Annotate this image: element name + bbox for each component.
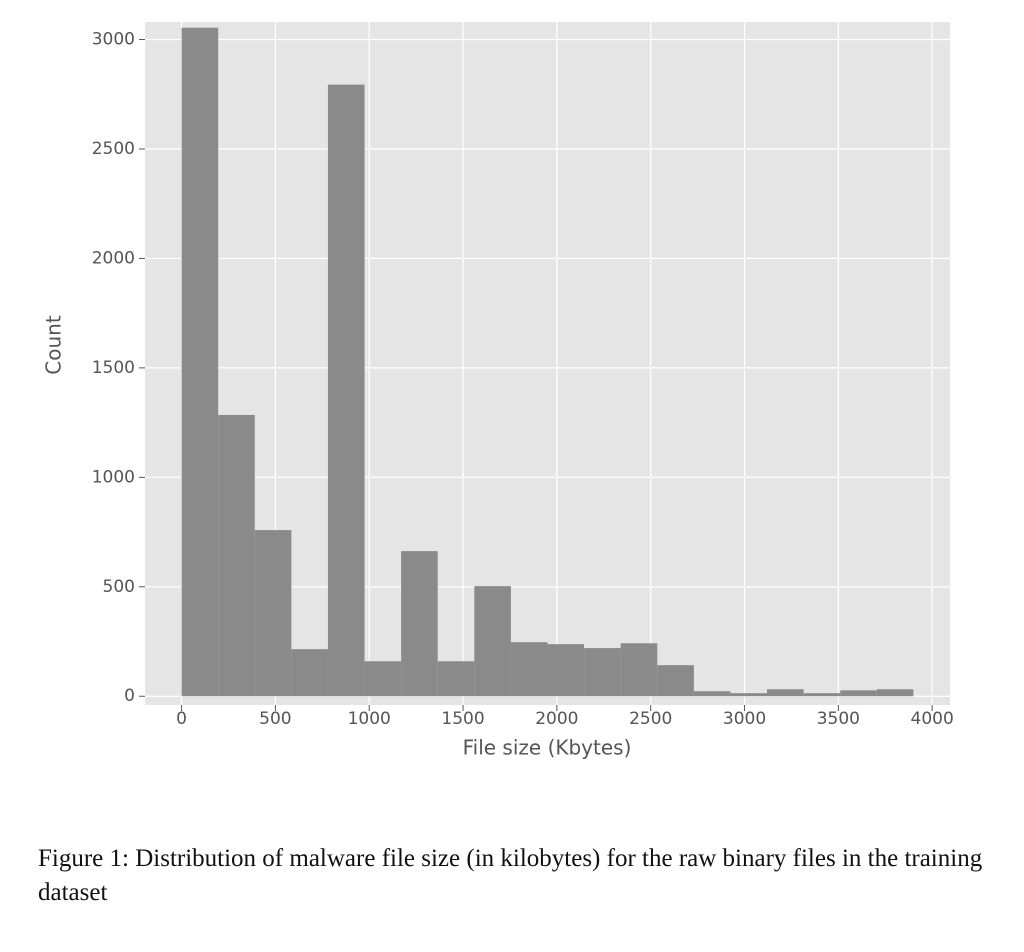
bar xyxy=(693,691,731,697)
bar xyxy=(364,661,402,697)
bar xyxy=(291,649,328,697)
x-tick-label: 2000 xyxy=(535,709,578,729)
bar xyxy=(620,643,658,697)
y-tick-label: 1500 xyxy=(92,358,135,378)
x-tick-label: 0 xyxy=(176,709,187,729)
bar xyxy=(327,84,365,697)
x-axis-label: File size (Kbytes) xyxy=(463,736,632,760)
y-axis-label: Count xyxy=(42,315,66,375)
x-tick-label: 500 xyxy=(259,709,291,729)
chart: File size (Kbytes) Count 0 500 1000 1500 200… xyxy=(42,22,954,760)
x-tick-label: 4000 xyxy=(911,709,954,729)
bar xyxy=(584,648,621,697)
caption: Figure 1: Distribution of malware file s… xyxy=(38,845,983,906)
x-tick-label: 3000 xyxy=(723,709,766,729)
bar xyxy=(181,27,219,697)
bar xyxy=(730,693,768,697)
bar xyxy=(876,689,914,697)
x-tick-label: 1500 xyxy=(441,709,484,729)
bar xyxy=(218,414,255,697)
x-tick-label: 3500 xyxy=(817,709,860,729)
bar xyxy=(547,644,585,697)
y-tick-label: 500 xyxy=(103,577,135,597)
x-tick-label: 1000 xyxy=(348,709,391,729)
bar xyxy=(803,693,841,697)
y-tick-label: 2500 xyxy=(92,139,135,159)
bar xyxy=(767,689,804,697)
bar xyxy=(657,665,694,697)
x-tick-label: 2500 xyxy=(629,709,672,729)
bar xyxy=(401,551,438,697)
y-tick-label: 1000 xyxy=(92,467,135,487)
y-tick-label: 2000 xyxy=(92,248,135,268)
y-tick-label: 0 xyxy=(124,686,135,706)
bar xyxy=(840,690,877,697)
bar xyxy=(510,642,548,697)
bar xyxy=(254,530,292,697)
bar xyxy=(474,586,511,697)
bar xyxy=(437,661,475,697)
y-tick-label: 3000 xyxy=(92,30,135,50)
